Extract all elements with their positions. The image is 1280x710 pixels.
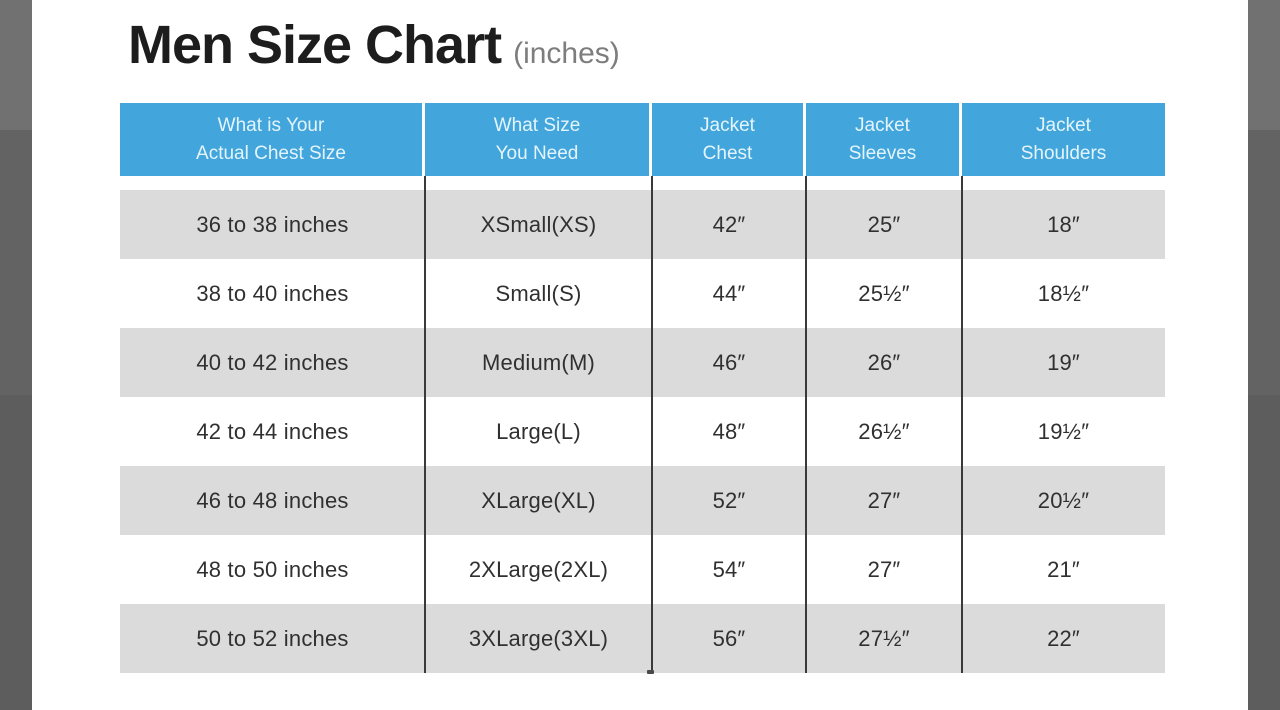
cell-chest-range: 46 to 48 inches	[196, 487, 349, 513]
cell-jacket-shoulders: 18½″	[1037, 280, 1090, 306]
page-title: Men Size Chart	[128, 15, 502, 75]
cell-size-name: 2XLarge(2XL)	[468, 556, 609, 582]
cell-size-name: XLarge(XL)	[481, 487, 596, 513]
cell-jacket-sleeves: 26½″	[858, 418, 910, 444]
size-row-3xl: 50 to 52 inches 3XLarge(3XL) 56″ 27½″ 22…	[120, 604, 1165, 673]
cell-jacket-chest: 42″	[712, 211, 746, 237]
header-jacket-sleeves: Jacket Sleeves	[806, 103, 962, 176]
size-row-m: 40 to 42 inches Medium(M) 46″ 26″ 19″	[120, 328, 1165, 397]
header-line: Sleeves	[848, 142, 917, 164]
size-row-l: 42 to 44 inches Large(L) 48″ 26½″ 19½″	[120, 397, 1165, 466]
cell-jacket-shoulders: 21″	[1047, 556, 1080, 582]
size-row-xl: 46 to 48 inches XLarge(XL) 52″ 27″ 20½″	[120, 466, 1165, 535]
cell-chest-range: 38 to 40 inches	[196, 280, 349, 306]
left-pillarbox-band	[0, 0, 32, 710]
cell-chest-range: 50 to 52 inches	[196, 625, 349, 651]
cell-jacket-shoulders: 19½″	[1037, 418, 1090, 444]
size-row-s: 38 to 40 inches Small(S) 44″ 25½″ 18½″	[120, 259, 1165, 328]
column-divider	[651, 176, 653, 673]
header-line: What Size	[493, 114, 581, 136]
cell-jacket-sleeves: 27″	[867, 556, 901, 582]
cell-size-name: 3XLarge(3XL)	[468, 625, 609, 651]
header-jacket-shoulders: Jacket Shoulders	[962, 103, 1165, 176]
cell-jacket-shoulders: 22″	[1047, 625, 1080, 651]
column-divider	[961, 176, 963, 673]
header-line: Jacket	[700, 114, 755, 136]
cell-jacket-chest: 56″	[712, 625, 746, 651]
header-actual-chest-size: What is Your Actual Chest Size	[120, 103, 425, 176]
cell-jacket-chest: 48″	[712, 418, 746, 444]
cell-jacket-sleeves: 27″	[867, 487, 901, 513]
header-line: Jacket	[855, 114, 910, 136]
header-line: What is Your	[217, 114, 325, 136]
header-jacket-chest: Jacket Chest	[652, 103, 806, 176]
cell-jacket-chest: 54″	[712, 556, 746, 582]
size-chart-table: What is Your Actual Chest Size What Size…	[120, 103, 1165, 673]
header-line: Shoulders	[1020, 142, 1107, 164]
size-row-xs: 36 to 38 inches XSmall(XS) 42″ 25″ 18″	[120, 190, 1165, 259]
cell-size-name: Small(S)	[495, 280, 582, 306]
header-size-you-need: What Size You Need	[425, 103, 652, 176]
page-subtitle: (inches)	[513, 37, 620, 70]
cell-chest-range: 42 to 44 inches	[196, 418, 349, 444]
cell-size-name: XSmall(XS)	[480, 211, 597, 237]
cell-jacket-sleeves: 25″	[867, 211, 901, 237]
cell-jacket-shoulders: 20½″	[1037, 487, 1090, 513]
bottom-cropped-mark	[647, 670, 654, 674]
cell-jacket-shoulders: 19″	[1047, 349, 1080, 375]
header-line: Actual Chest Size	[196, 142, 346, 164]
header-line: You Need	[495, 142, 579, 164]
size-row-2xl: 48 to 50 inches 2XLarge(2XL) 54″ 27″ 21″	[120, 535, 1165, 604]
cell-chest-range: 36 to 38 inches	[196, 211, 349, 237]
column-divider	[424, 176, 426, 673]
cell-size-name: Medium(M)	[481, 349, 596, 375]
cell-jacket-sleeves: 26″	[867, 349, 901, 375]
cell-jacket-sleeves: 27½″	[858, 625, 910, 651]
cell-jacket-chest: 46″	[712, 349, 746, 375]
table-header-row: What is Your Actual Chest Size What Size…	[120, 103, 1165, 176]
cell-jacket-chest: 44″	[712, 280, 746, 306]
column-divider	[805, 176, 807, 673]
cell-chest-range: 40 to 42 inches	[196, 349, 349, 375]
cell-chest-range: 48 to 50 inches	[196, 556, 349, 582]
header-line: Chest	[702, 142, 753, 164]
right-pillarbox-band	[1248, 0, 1280, 710]
cell-jacket-shoulders: 18″	[1047, 211, 1080, 237]
cell-jacket-sleeves: 25½″	[858, 280, 910, 306]
cell-size-name: Large(L)	[496, 418, 581, 444]
header-line: Jacket	[1036, 114, 1091, 136]
cell-jacket-chest: 52″	[712, 487, 746, 513]
header-gap	[120, 176, 1165, 190]
title-row: Men Size Chart (inches)	[128, 14, 620, 76]
table-body: 36 to 38 inches XSmall(XS) 42″ 25″ 18″ 3…	[120, 176, 1165, 673]
